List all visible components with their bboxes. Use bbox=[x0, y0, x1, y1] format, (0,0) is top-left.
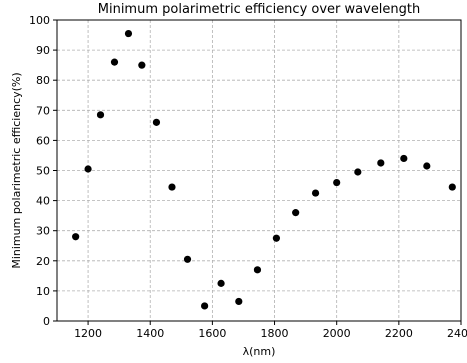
y-tick-label: 30 bbox=[36, 225, 50, 238]
y-axis-ticks: 0 10 20 30 40 50 60 70 80 90 100 bbox=[29, 14, 57, 328]
y-tick-label: 70 bbox=[36, 104, 50, 117]
chart-title: Minimum polarimetric efficiency over wav… bbox=[98, 2, 421, 17]
data-point bbox=[72, 233, 80, 241]
data-point bbox=[400, 154, 408, 163]
y-tick-label: 20 bbox=[36, 255, 50, 268]
data-point bbox=[292, 209, 300, 217]
x-tick-label: 1200 bbox=[74, 327, 102, 340]
data-point bbox=[272, 234, 281, 242]
data-point bbox=[423, 162, 431, 170]
y-axis-label: Minimum polarimetric efficiency(%) bbox=[10, 72, 23, 268]
data-point bbox=[96, 111, 105, 119]
data-point bbox=[138, 61, 146, 69]
y-tick-label: 50 bbox=[36, 165, 50, 178]
data-points bbox=[72, 29, 456, 310]
data-point bbox=[217, 279, 225, 287]
data-point bbox=[201, 302, 209, 310]
x-tick-label: 1800 bbox=[261, 327, 289, 340]
data-point bbox=[152, 118, 161, 126]
grid-lines bbox=[57, 19, 462, 322]
y-tick-label: 100 bbox=[29, 14, 50, 27]
data-point bbox=[253, 266, 262, 274]
data-point bbox=[124, 29, 133, 38]
x-tick-label: 1600 bbox=[198, 327, 226, 340]
data-point bbox=[311, 189, 320, 197]
y-tick-label: 0 bbox=[43, 315, 50, 328]
y-tick-label: 60 bbox=[36, 134, 50, 147]
data-point bbox=[448, 183, 456, 191]
x-tick-label: 1400 bbox=[136, 327, 164, 340]
x-tick-label: 2000 bbox=[323, 327, 351, 340]
data-point bbox=[110, 58, 119, 66]
y-tick-label: 80 bbox=[36, 74, 50, 87]
x-axis-label: λ(nm) bbox=[243, 345, 276, 358]
data-point bbox=[84, 165, 92, 173]
data-point bbox=[183, 255, 192, 263]
y-tick-label: 10 bbox=[36, 285, 50, 298]
data-point bbox=[354, 168, 362, 176]
data-point bbox=[235, 297, 243, 306]
y-tick-label: 90 bbox=[36, 44, 50, 57]
data-point bbox=[377, 159, 385, 167]
x-tick-label: 2200 bbox=[385, 327, 413, 340]
y-tick-label: 40 bbox=[36, 195, 50, 208]
data-point bbox=[168, 183, 176, 191]
data-point bbox=[333, 178, 341, 187]
